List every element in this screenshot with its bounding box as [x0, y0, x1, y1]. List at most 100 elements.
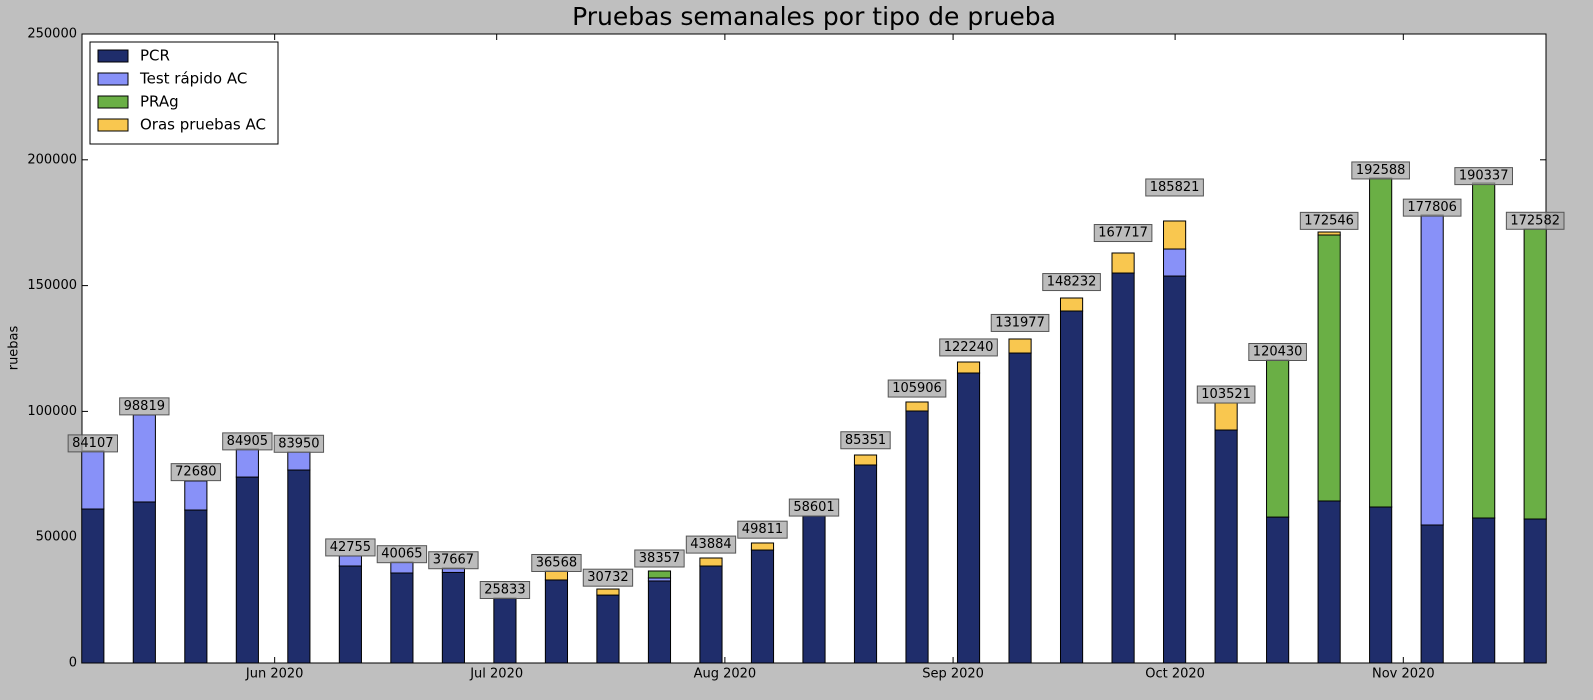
total-label-box [325, 538, 376, 557]
total-label: 122240 [939, 338, 998, 357]
bar-segment [1266, 516, 1290, 664]
y-tick-label: 100000 [27, 404, 77, 419]
total-label: 40065 [376, 545, 428, 564]
chart-title: Pruebas semanales por tipo de prueba [572, 2, 1056, 31]
total-label-box [479, 581, 531, 600]
total-label-text: 98819 [124, 399, 165, 414]
total-label-box [1351, 161, 1410, 180]
bar-segment [956, 372, 981, 664]
total-label-text: 25833 [484, 583, 525, 598]
total-label-text: 172546 [1304, 213, 1354, 228]
y-tick-label: 150000 [27, 278, 77, 293]
bar-segment [647, 570, 672, 579]
total-label-box [990, 313, 1050, 332]
bar-segment [235, 448, 259, 478]
bar-segment [338, 555, 362, 567]
total-label-box [119, 397, 170, 416]
total-label: 190337 [1454, 167, 1513, 186]
total-label: 38357 [634, 549, 685, 568]
total-label-text: 72680 [175, 465, 216, 480]
bar-segment [1369, 506, 1393, 664]
total-label-box [531, 553, 582, 572]
y-axis-label: ruebas [7, 325, 22, 370]
bar-segment [596, 588, 620, 596]
total-label-text: 84905 [227, 434, 268, 449]
total-label-box [273, 434, 325, 453]
legend: PCR Test rápido AC PRAg Oras pruebas AC [89, 41, 279, 145]
legend-label: PRAg [140, 93, 179, 111]
total-label: 84905 [222, 432, 273, 451]
bar-segment [1163, 248, 1187, 277]
total-label-box [634, 549, 685, 568]
total-label-box [170, 463, 222, 482]
total-label: 36568 [531, 553, 582, 572]
total-label-box [1042, 273, 1101, 292]
total-label-text: 43884 [690, 537, 731, 552]
total-label-box [222, 432, 273, 451]
total-label: 103521 [1196, 385, 1256, 404]
bar-segment [905, 410, 929, 664]
total-label-box [1145, 178, 1204, 197]
bar-segment [853, 454, 878, 466]
total-label: 98819 [119, 397, 170, 416]
bar-segment [1317, 500, 1341, 664]
total-label-text: 36568 [536, 555, 577, 570]
bar-segment [132, 501, 156, 664]
total-label-text: 37667 [433, 553, 474, 568]
total-label-box [1248, 342, 1307, 361]
total-label: 42755 [325, 538, 376, 557]
total-label: 43884 [685, 535, 737, 554]
bar-segment [390, 572, 414, 664]
total-label-text: 40065 [381, 547, 422, 562]
total-label: 105906 [887, 379, 947, 398]
total-label-box [376, 545, 428, 564]
total-label-box [1402, 198, 1462, 217]
bar-segment [1163, 220, 1187, 250]
total-label: 25833 [479, 581, 531, 600]
bar-segment [596, 594, 620, 664]
total-label-text: 172582 [1510, 213, 1560, 228]
bar-segment [81, 508, 105, 664]
bar-segment [184, 509, 208, 664]
bar-segment [493, 597, 517, 664]
bar-segment [699, 565, 723, 664]
bar-segment [853, 464, 878, 664]
legend-swatch [97, 95, 129, 109]
total-label-text: 85351 [845, 433, 886, 448]
bar-segment [132, 414, 156, 503]
total-label-box [67, 434, 118, 453]
total-label-box [582, 568, 634, 587]
total-label: 185821 [1145, 178, 1204, 197]
bar-segment [1317, 231, 1341, 236]
bar-segment [287, 469, 311, 664]
total-label-text: 190337 [1459, 169, 1509, 184]
total-label-text: 58601 [793, 500, 834, 515]
total-label-box [737, 520, 788, 539]
bar-segment [1472, 517, 1496, 664]
total-label: 37667 [428, 551, 479, 570]
total-label: 72680 [170, 463, 222, 482]
bar-segment [1111, 272, 1135, 664]
total-label-text: 122240 [944, 340, 994, 355]
total-label-text: 42755 [330, 540, 371, 555]
x-tick-label: Oct 2020 [1145, 667, 1205, 682]
total-label-text: 177806 [1407, 200, 1457, 215]
bar-segment [750, 549, 775, 664]
total-label-box [788, 498, 840, 517]
total-label: 177806 [1402, 198, 1462, 217]
legend-swatch [97, 49, 129, 63]
total-label: 49811 [737, 520, 788, 539]
bar-segment [1523, 228, 1547, 520]
total-label-text: 192588 [1356, 163, 1406, 178]
bar-segment [544, 570, 569, 581]
total-label: 85351 [840, 431, 891, 450]
bar-segment [1266, 359, 1290, 518]
x-tick-label: Nov 2020 [1372, 667, 1435, 682]
y-tick-label: 50000 [36, 530, 77, 545]
total-label: 148232 [1042, 273, 1101, 292]
total-label: 167717 [1093, 224, 1153, 243]
legend-label: PCR [140, 47, 170, 65]
legend-label: Test rápido AC [139, 70, 247, 88]
